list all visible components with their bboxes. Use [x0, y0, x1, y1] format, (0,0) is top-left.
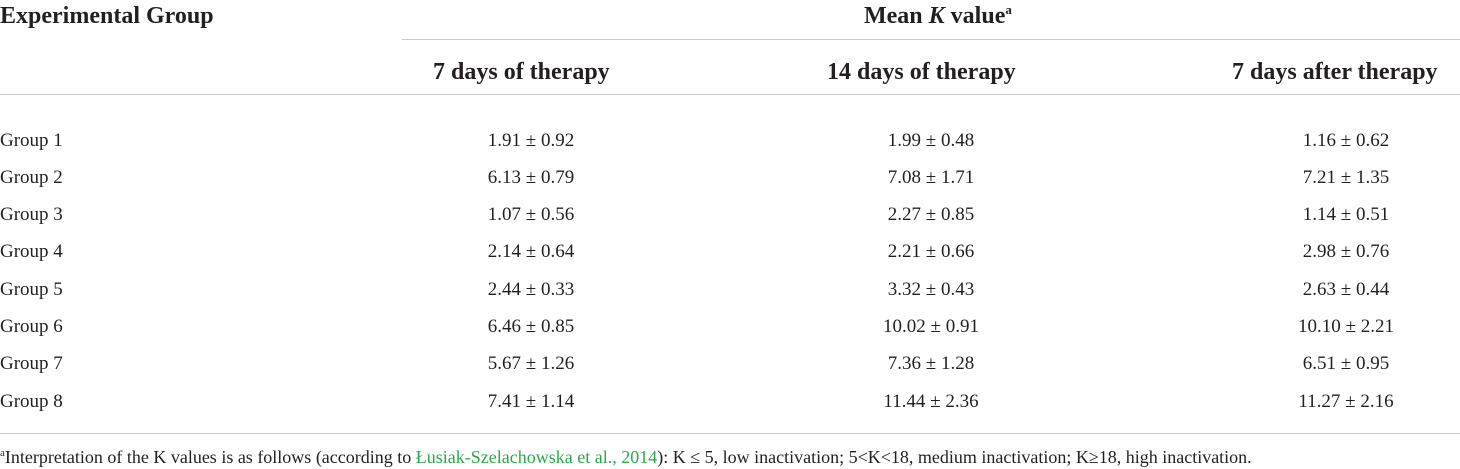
table-cell: 2.63 ± 0.44 — [1302, 279, 1390, 300]
table-footnote: aInterpretation of the K values is as fo… — [0, 447, 1252, 467]
column-header-7-days-of-therapy: 7 days of therapy — [433, 59, 610, 85]
table-cell: 6.51 ± 0.95 — [1302, 353, 1390, 374]
mean-prefix: Mean — [864, 3, 929, 29]
column-header-mean-k-value: Mean K valuea — [864, 2, 1012, 29]
table-cell: 1.14 ± 0.51 — [1302, 204, 1390, 225]
column-header-14-days-of-therapy: 14 days of therapy — [827, 59, 1016, 85]
footnote-text-before: Interpretation of the K values is as fol… — [4, 447, 416, 467]
table-cell: 2.27 ± 0.85 — [887, 204, 975, 225]
row-label: Group 6 — [0, 316, 63, 337]
table-cell: 10.10 ± 2.21 — [1298, 316, 1394, 337]
table-cell: 10.02 ± 0.91 — [883, 316, 979, 337]
table-cell: 7.41 ± 1.14 — [487, 391, 575, 412]
row-label: Group 8 — [0, 391, 63, 412]
row-label: Group 7 — [0, 353, 63, 374]
table-cell: 7.21 ± 1.35 — [1302, 167, 1390, 188]
row-label: Group 4 — [0, 241, 63, 262]
table-cell: 3.32 ± 0.43 — [887, 279, 975, 300]
mean-k-variable: K — [928, 3, 945, 29]
table-cell: 6.13 ± 0.79 — [487, 167, 575, 188]
column-header-experimental-group: Experimental Group — [0, 3, 214, 29]
table-cell: 11.27 ± 2.16 — [1298, 391, 1394, 412]
table-cell: 2.14 ± 0.64 — [487, 241, 575, 262]
table-cell: 1.99 ± 0.48 — [887, 130, 975, 151]
header-bottom-rule — [0, 94, 1460, 95]
mean-footnote-marker: a — [1005, 2, 1012, 17]
table-cell: 2.98 ± 0.76 — [1302, 241, 1390, 262]
table-cell: 7.36 ± 1.28 — [887, 353, 975, 374]
row-label: Group 5 — [0, 279, 63, 300]
table-cell: 2.21 ± 0.66 — [887, 241, 975, 262]
column-header-7-days-after-therapy: 7 days after therapy — [1232, 59, 1438, 85]
table-cell: 1.16 ± 0.62 — [1302, 130, 1390, 151]
row-label: Group 2 — [0, 167, 63, 188]
row-label: Group 3 — [0, 204, 63, 225]
row-label: Group 1 — [0, 130, 63, 151]
footnote-marker: a — [0, 447, 5, 459]
table-bottom-rule — [0, 433, 1460, 434]
table-cell: 11.44 ± 2.36 — [883, 391, 979, 412]
table-cell: 2.44 ± 0.33 — [487, 279, 575, 300]
table-cell: 5.67 ± 1.26 — [487, 353, 575, 374]
table-cell: 7.08 ± 1.71 — [887, 167, 975, 188]
mean-suffix: value — [944, 3, 1006, 29]
table-cell: 6.46 ± 0.85 — [487, 316, 575, 337]
header-subrule — [402, 39, 1460, 40]
reference-link[interactable]: Łusiak-Szelachowska et al., 2014 — [415, 447, 658, 467]
table-cell: 1.91 ± 0.92 — [487, 130, 575, 151]
table-cell: 1.07 ± 0.56 — [487, 204, 575, 225]
footnote-text-after: ): K ≤ 5, low inactivation; 5<K<18, medi… — [657, 447, 1252, 467]
